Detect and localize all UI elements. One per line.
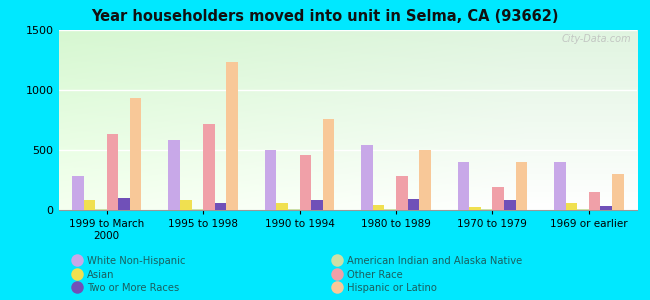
- Bar: [168, 140, 180, 210]
- Bar: [589, 192, 601, 210]
- Bar: [95, 209, 107, 210]
- Bar: [180, 200, 192, 210]
- Bar: [107, 134, 118, 210]
- Bar: [203, 124, 215, 210]
- Bar: [288, 209, 300, 210]
- Bar: [566, 203, 577, 210]
- Bar: [72, 176, 84, 210]
- Bar: [481, 209, 493, 210]
- Bar: [265, 150, 276, 210]
- Bar: [577, 209, 589, 210]
- Bar: [469, 207, 481, 210]
- Bar: [130, 98, 142, 210]
- Bar: [492, 187, 504, 210]
- Bar: [118, 198, 130, 210]
- Bar: [214, 203, 226, 210]
- Text: Year householders moved into unit in Selma, CA (93662): Year householders moved into unit in Sel…: [91, 9, 559, 24]
- Bar: [601, 206, 612, 210]
- Bar: [554, 162, 566, 210]
- Bar: [504, 200, 515, 210]
- Bar: [515, 162, 527, 210]
- Bar: [396, 176, 408, 210]
- Bar: [373, 205, 384, 210]
- Bar: [322, 119, 334, 210]
- Legend: White Non-Hispanic, Asian, Two or More Races: White Non-Hispanic, Asian, Two or More R…: [70, 254, 187, 295]
- Bar: [300, 155, 311, 210]
- Bar: [458, 162, 469, 210]
- Bar: [84, 200, 95, 210]
- Bar: [384, 209, 396, 210]
- Legend: American Indian and Alaska Native, Other Race, Hispanic or Latino: American Indian and Alaska Native, Other…: [330, 254, 525, 295]
- Bar: [276, 203, 288, 210]
- Bar: [612, 174, 623, 210]
- Bar: [408, 199, 419, 210]
- Text: City-Data.com: City-Data.com: [562, 34, 631, 44]
- Bar: [192, 209, 203, 210]
- Bar: [419, 150, 431, 210]
- Bar: [226, 62, 238, 210]
- Bar: [311, 200, 322, 210]
- Bar: [361, 145, 373, 210]
